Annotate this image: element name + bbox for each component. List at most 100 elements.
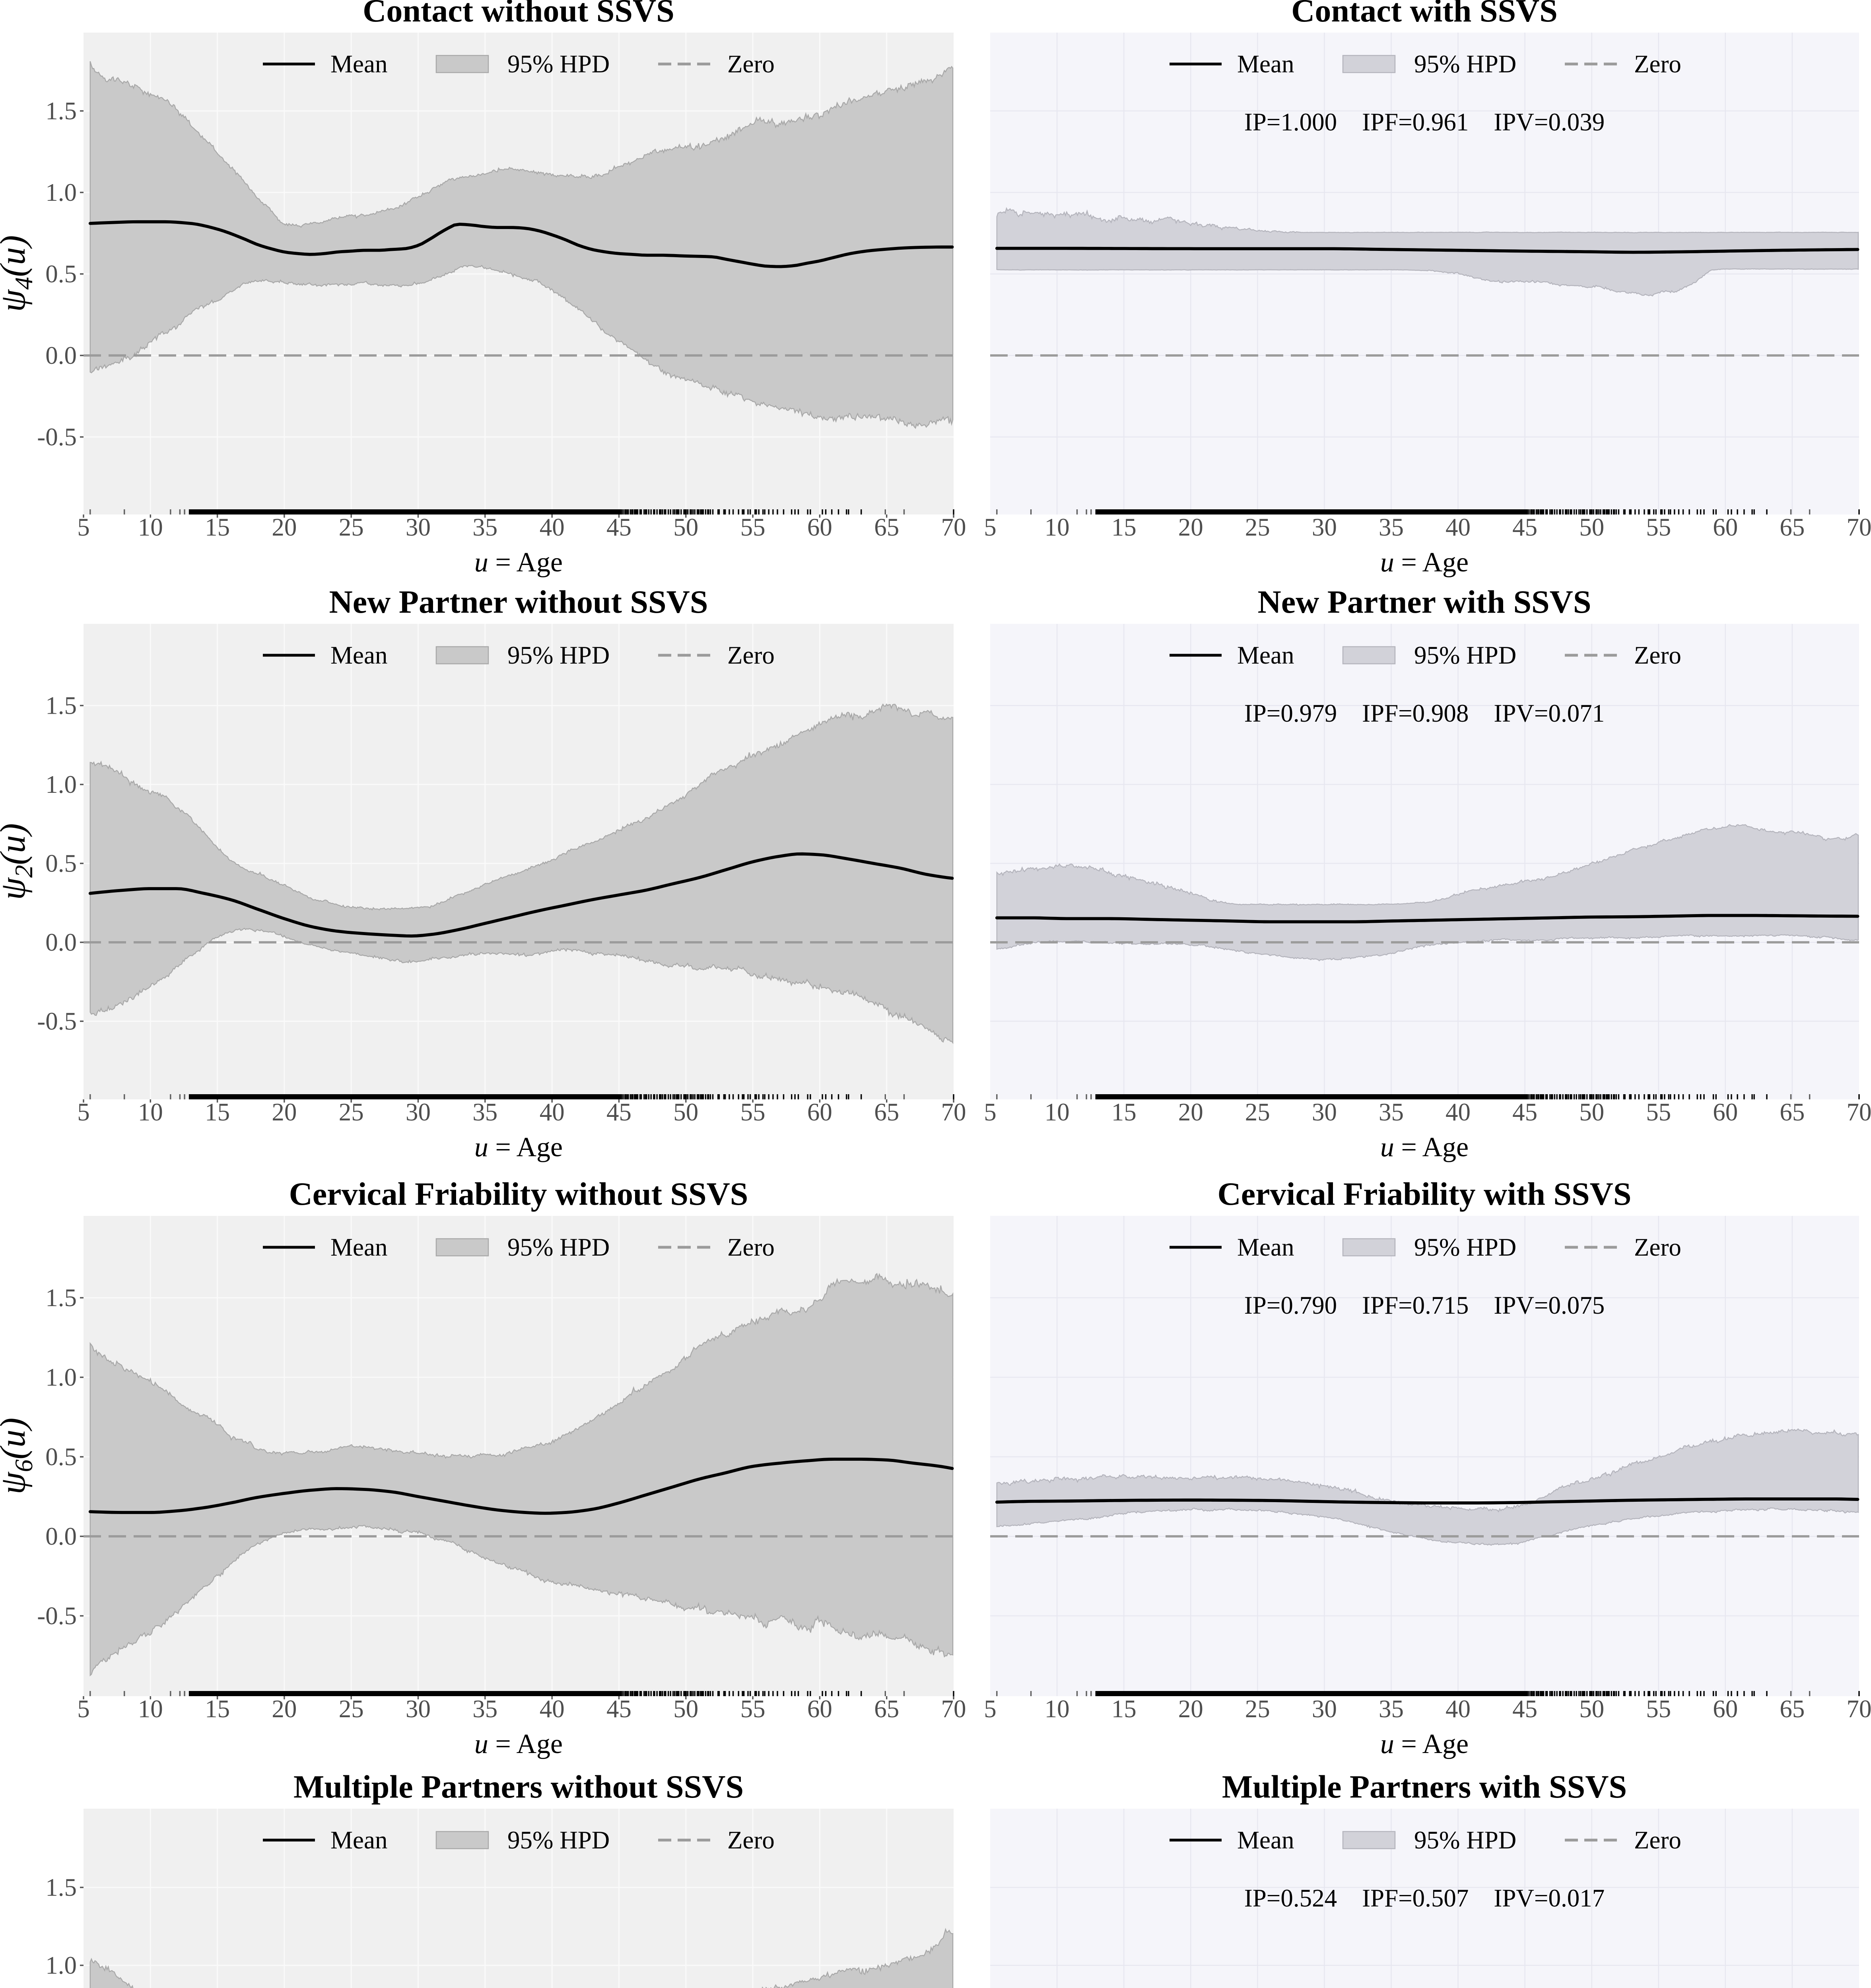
svg-text:0.5: 0.5 [45, 1443, 77, 1471]
svg-text:25: 25 [339, 1098, 364, 1126]
svg-text:40: 40 [1446, 1098, 1471, 1126]
svg-text:10: 10 [138, 1098, 163, 1126]
svg-text:0.0: 0.0 [45, 342, 77, 369]
svg-text:65: 65 [1780, 513, 1805, 541]
svg-text:30: 30 [406, 1098, 431, 1126]
svg-text:Zero: Zero [727, 641, 775, 669]
svg-text:1.5: 1.5 [45, 692, 77, 720]
svg-text:New Partner with SSVS: New Partner with SSVS [1258, 584, 1591, 620]
svg-text:95% HPD: 95% HPD [507, 641, 610, 669]
svg-text:0.5: 0.5 [45, 260, 77, 288]
svg-text:IP=0.979 IPF=0.908 IPV=0.071: IP=0.979 IPF=0.908 IPV=0.071 [1244, 699, 1605, 727]
svg-text:10: 10 [1045, 513, 1070, 541]
svg-text:50: 50 [673, 1695, 698, 1723]
svg-text:Zero: Zero [727, 50, 775, 78]
svg-text:60: 60 [1713, 513, 1738, 541]
svg-text:1.0: 1.0 [45, 771, 77, 798]
svg-text:30: 30 [406, 513, 431, 541]
svg-text:10: 10 [1045, 1695, 1070, 1723]
svg-text:0.0: 0.0 [45, 928, 77, 956]
svg-text:45: 45 [1512, 513, 1537, 541]
svg-text:55: 55 [740, 1695, 765, 1723]
svg-text:-0.5: -0.5 [37, 1008, 77, 1035]
svg-text:40: 40 [1446, 1695, 1471, 1723]
svg-text:Mean: Mean [1237, 50, 1294, 78]
svg-text:Multiple Partners without SSVS: Multiple Partners without SSVS [293, 1769, 744, 1805]
svg-text:Mean: Mean [1237, 1826, 1294, 1854]
svg-text:95% HPD: 95% HPD [1414, 641, 1516, 669]
svg-text:1.5: 1.5 [45, 1873, 77, 1901]
svg-text:IP=0.524 IPF=0.507 IPV=0.017: IP=0.524 IPF=0.507 IPV=0.017 [1244, 1884, 1605, 1912]
svg-text:65: 65 [874, 1098, 899, 1126]
svg-text:15: 15 [205, 1098, 230, 1126]
svg-text:u = Age: u = Age [474, 547, 563, 578]
svg-text:Cervical Friability without SS: Cervical Friability without SSVS [289, 1176, 748, 1212]
svg-text:35: 35 [1379, 513, 1404, 541]
svg-text:New Partner without SSVS: New Partner without SSVS [329, 584, 708, 620]
svg-text:Multiple Partners with SSVS: Multiple Partners with SSVS [1222, 1769, 1627, 1805]
svg-text:45: 45 [606, 1695, 631, 1723]
svg-text:60: 60 [1713, 1695, 1738, 1723]
svg-text:ψ4(u): ψ4(u) [0, 235, 38, 312]
svg-text:35: 35 [1379, 1695, 1404, 1723]
svg-text:1.0: 1.0 [45, 179, 77, 206]
svg-text:70: 70 [1847, 1098, 1871, 1126]
svg-text:95% HPD: 95% HPD [507, 50, 610, 78]
svg-text:50: 50 [1579, 1098, 1604, 1126]
svg-text:20: 20 [1178, 1098, 1203, 1126]
svg-text:5: 5 [984, 1098, 997, 1126]
svg-text:25: 25 [339, 513, 364, 541]
svg-text:45: 45 [606, 513, 631, 541]
svg-text:35: 35 [472, 513, 497, 541]
svg-text:Cervical Friability with SSVS: Cervical Friability with SSVS [1218, 1176, 1632, 1212]
svg-text:25: 25 [1245, 1695, 1270, 1723]
svg-text:55: 55 [1646, 513, 1671, 541]
svg-text:55: 55 [1646, 1695, 1671, 1723]
svg-text:IP=0.790 IPF=0.715 IPV=0.075: IP=0.790 IPF=0.715 IPV=0.075 [1244, 1291, 1605, 1319]
svg-text:95% HPD: 95% HPD [1414, 1826, 1516, 1854]
svg-text:-0.5: -0.5 [37, 423, 77, 451]
svg-text:45: 45 [1512, 1695, 1537, 1723]
svg-text:IP=1.000 IPF=0.961 IPV=0.039: IP=1.000 IPF=0.961 IPV=0.039 [1244, 108, 1605, 136]
svg-text:15: 15 [1111, 513, 1137, 541]
svg-text:30: 30 [1312, 513, 1337, 541]
svg-text:5: 5 [984, 1695, 997, 1723]
svg-text:Contact without SSVS: Contact without SSVS [363, 0, 674, 29]
svg-text:50: 50 [673, 513, 698, 541]
svg-text:65: 65 [874, 1695, 899, 1723]
svg-text:40: 40 [1446, 513, 1471, 541]
svg-text:10: 10 [138, 513, 163, 541]
svg-text:Zero: Zero [1634, 1233, 1681, 1261]
svg-text:30: 30 [1312, 1695, 1337, 1723]
svg-text:30: 30 [406, 1695, 431, 1723]
svg-text:25: 25 [1245, 1098, 1270, 1126]
svg-text:15: 15 [205, 513, 230, 541]
svg-text:ψ2(u): ψ2(u) [0, 823, 38, 900]
svg-text:35: 35 [472, 1695, 497, 1723]
svg-text:Zero: Zero [727, 1826, 775, 1854]
svg-text:95% HPD: 95% HPD [1414, 50, 1516, 78]
svg-text:10: 10 [138, 1695, 163, 1723]
svg-text:65: 65 [874, 513, 899, 541]
svg-text:30: 30 [1312, 1098, 1337, 1126]
svg-text:60: 60 [807, 513, 832, 541]
svg-text:Mean: Mean [330, 1233, 387, 1261]
svg-text:95% HPD: 95% HPD [507, 1826, 610, 1854]
svg-text:ψ6(u): ψ6(u) [0, 1418, 38, 1495]
svg-text:65: 65 [1780, 1695, 1805, 1723]
svg-text:Mean: Mean [1237, 1233, 1294, 1261]
svg-text:0.0: 0.0 [45, 1522, 77, 1550]
svg-text:60: 60 [807, 1695, 832, 1723]
svg-text:50: 50 [1579, 513, 1604, 541]
svg-text:55: 55 [740, 513, 765, 541]
svg-text:60: 60 [807, 1098, 832, 1126]
svg-text:45: 45 [606, 1098, 631, 1126]
svg-text:5: 5 [77, 1695, 90, 1723]
svg-text:40: 40 [540, 513, 565, 541]
svg-text:35: 35 [472, 1098, 497, 1126]
svg-text:5: 5 [77, 513, 90, 541]
svg-text:u = Age: u = Age [1380, 1132, 1469, 1163]
svg-text:20: 20 [272, 1098, 297, 1126]
svg-text:70: 70 [941, 1695, 966, 1723]
svg-text:5: 5 [984, 513, 997, 541]
